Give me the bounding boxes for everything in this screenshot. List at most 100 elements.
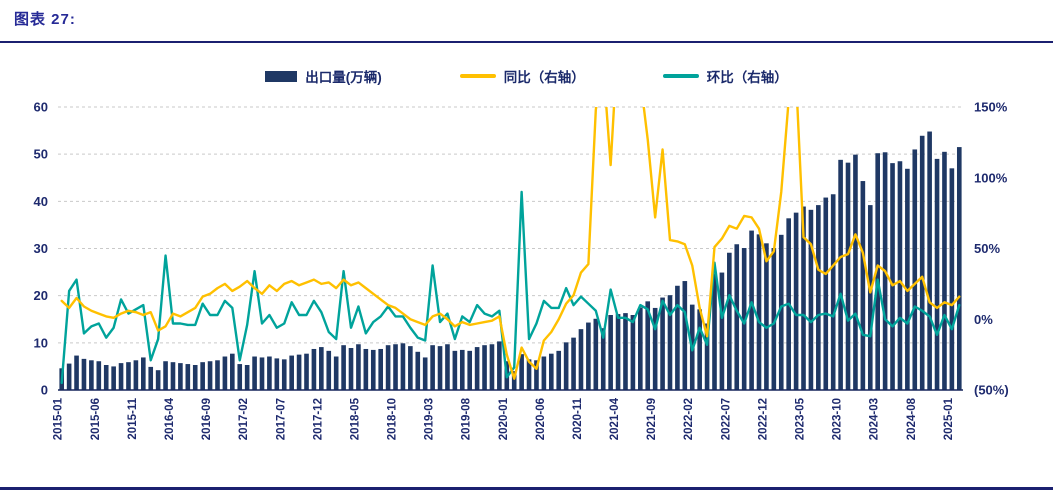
bar [148, 366, 154, 390]
bar [838, 159, 843, 390]
bar [734, 244, 740, 390]
y-left-tick-label: 20 [34, 288, 48, 303]
bar [185, 364, 191, 390]
bar [296, 354, 302, 391]
bar [526, 359, 532, 390]
bar [667, 295, 673, 390]
bar [430, 345, 435, 390]
x-tick-label: 2023-05 [795, 397, 807, 440]
bar [890, 163, 895, 390]
legend-item-exports: 出口量(万辆) [265, 66, 382, 86]
x-tick-label: 2019-03 [424, 398, 436, 440]
bar [771, 248, 777, 390]
x-tick-label: 2021-04 [609, 397, 621, 440]
bar [756, 234, 762, 390]
bar [556, 350, 562, 390]
bar [207, 361, 213, 390]
bar [704, 323, 710, 390]
bar [942, 151, 947, 390]
bar [675, 285, 680, 390]
bar [897, 161, 903, 390]
y-right-tick-label: (50%) [974, 383, 1009, 398]
bar [326, 350, 332, 390]
bar [311, 348, 317, 390]
bar [630, 315, 636, 390]
bar [845, 162, 851, 390]
bar [66, 363, 72, 390]
bar [749, 230, 754, 390]
y-left-tick-label: 60 [34, 100, 48, 115]
y-right-tick-label: 0% [974, 312, 993, 327]
legend-label-exports: 出口量(万辆) [305, 70, 382, 85]
x-tick-label: 2020-11 [572, 397, 584, 439]
bar [816, 205, 821, 390]
bar [370, 349, 376, 390]
bar [600, 328, 606, 390]
bar [452, 350, 458, 390]
legend-label-mom: 环比（右轴） [706, 70, 788, 85]
x-tick-label: 2015-06 [90, 398, 102, 440]
bar [415, 351, 421, 390]
bar [875, 153, 880, 390]
bar [727, 252, 732, 390]
bottom-divider [0, 487, 1053, 490]
y-left-tick-label: 50 [34, 147, 48, 162]
chart-legend: 出口量(万辆) 同比（右轴） 环比（右轴） [0, 66, 1053, 86]
bar [712, 273, 717, 390]
x-tick-label: 2024-03 [869, 398, 881, 440]
bar [408, 346, 413, 390]
bar [141, 357, 146, 390]
bar [682, 281, 688, 390]
x-tick-label: 2016-09 [201, 398, 213, 440]
bar [764, 243, 769, 390]
yoy-line-swatch [459, 74, 496, 78]
bar [111, 366, 116, 390]
y-right-tick-label: 50% [974, 241, 1000, 256]
bar [304, 353, 309, 390]
bar [823, 197, 829, 390]
x-tick-label: 2020-06 [535, 398, 547, 440]
figure-title: 图表 27: [14, 11, 76, 28]
bar [645, 301, 651, 390]
bar [578, 329, 584, 390]
bar [801, 206, 806, 390]
y-left-tick-label: 40 [34, 194, 48, 209]
x-tick-label: 2019-08 [461, 397, 473, 440]
bar [778, 234, 784, 390]
bar [222, 356, 228, 390]
bar [474, 347, 480, 390]
legend-label-yoy: 同比（右轴） [503, 70, 585, 85]
bar [81, 358, 87, 390]
bar [956, 147, 962, 390]
bar [867, 205, 873, 390]
y-left-tick-label: 10 [34, 335, 48, 350]
legend-item-mom: 环比（右轴） [662, 66, 788, 86]
bar [697, 309, 702, 390]
x-tick-label: 2023-10 [832, 398, 844, 440]
bar [126, 362, 131, 390]
bar [927, 131, 932, 390]
x-tick-label: 2016-04 [164, 397, 176, 440]
bar [623, 313, 628, 390]
bar [638, 307, 643, 390]
bar [356, 344, 361, 390]
bar [905, 168, 910, 390]
bar [200, 362, 205, 390]
bar [385, 345, 391, 390]
export-bars [59, 131, 962, 391]
bar [192, 365, 198, 390]
bar [853, 154, 858, 390]
bar [400, 343, 406, 390]
bar [103, 365, 109, 390]
bar [571, 337, 576, 390]
bar [563, 342, 569, 390]
x-tick-label: 2015-11 [127, 397, 139, 439]
bar [541, 356, 547, 390]
bar [230, 353, 235, 390]
bar [437, 346, 443, 390]
x-tick-label: 2017-07 [275, 398, 287, 440]
bar [519, 354, 524, 390]
bar [445, 344, 450, 390]
bar-series-swatch [265, 70, 298, 82]
